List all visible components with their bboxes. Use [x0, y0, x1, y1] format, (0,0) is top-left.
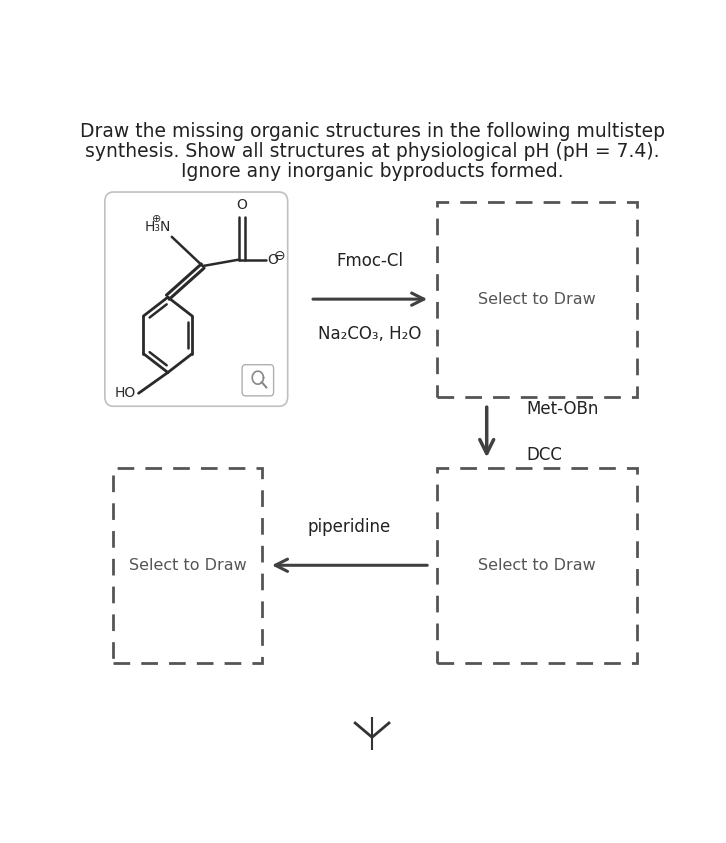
Text: O: O: [267, 253, 278, 266]
Text: H₃N: H₃N: [144, 220, 171, 234]
FancyBboxPatch shape: [113, 468, 262, 663]
Text: Na₂CO₃, H₂O: Na₂CO₃, H₂O: [319, 325, 422, 343]
FancyBboxPatch shape: [437, 468, 637, 663]
Text: Met-OBn: Met-OBn: [526, 400, 598, 418]
Text: Select to Draw: Select to Draw: [478, 558, 595, 572]
Text: Select to Draw: Select to Draw: [478, 292, 595, 307]
FancyBboxPatch shape: [242, 365, 274, 396]
Text: Select to Draw: Select to Draw: [129, 558, 247, 572]
Text: piperidine: piperidine: [308, 518, 391, 536]
Text: synthesis. Show all structures at physiological pH (pH = 7.4).: synthesis. Show all structures at physio…: [85, 142, 659, 161]
Text: HO: HO: [115, 386, 136, 400]
Text: ⊖: ⊖: [274, 250, 285, 263]
Text: Draw the missing organic structures in the following multistep: Draw the missing organic structures in t…: [80, 122, 664, 141]
Text: ⊕: ⊕: [152, 213, 162, 223]
Text: DCC: DCC: [526, 446, 562, 464]
FancyBboxPatch shape: [105, 192, 287, 406]
Text: Ignore any inorganic byproducts formed.: Ignore any inorganic byproducts formed.: [181, 163, 563, 181]
Text: Fmoc-Cl: Fmoc-Cl: [337, 252, 404, 270]
FancyBboxPatch shape: [437, 201, 637, 396]
Text: O: O: [237, 198, 248, 212]
